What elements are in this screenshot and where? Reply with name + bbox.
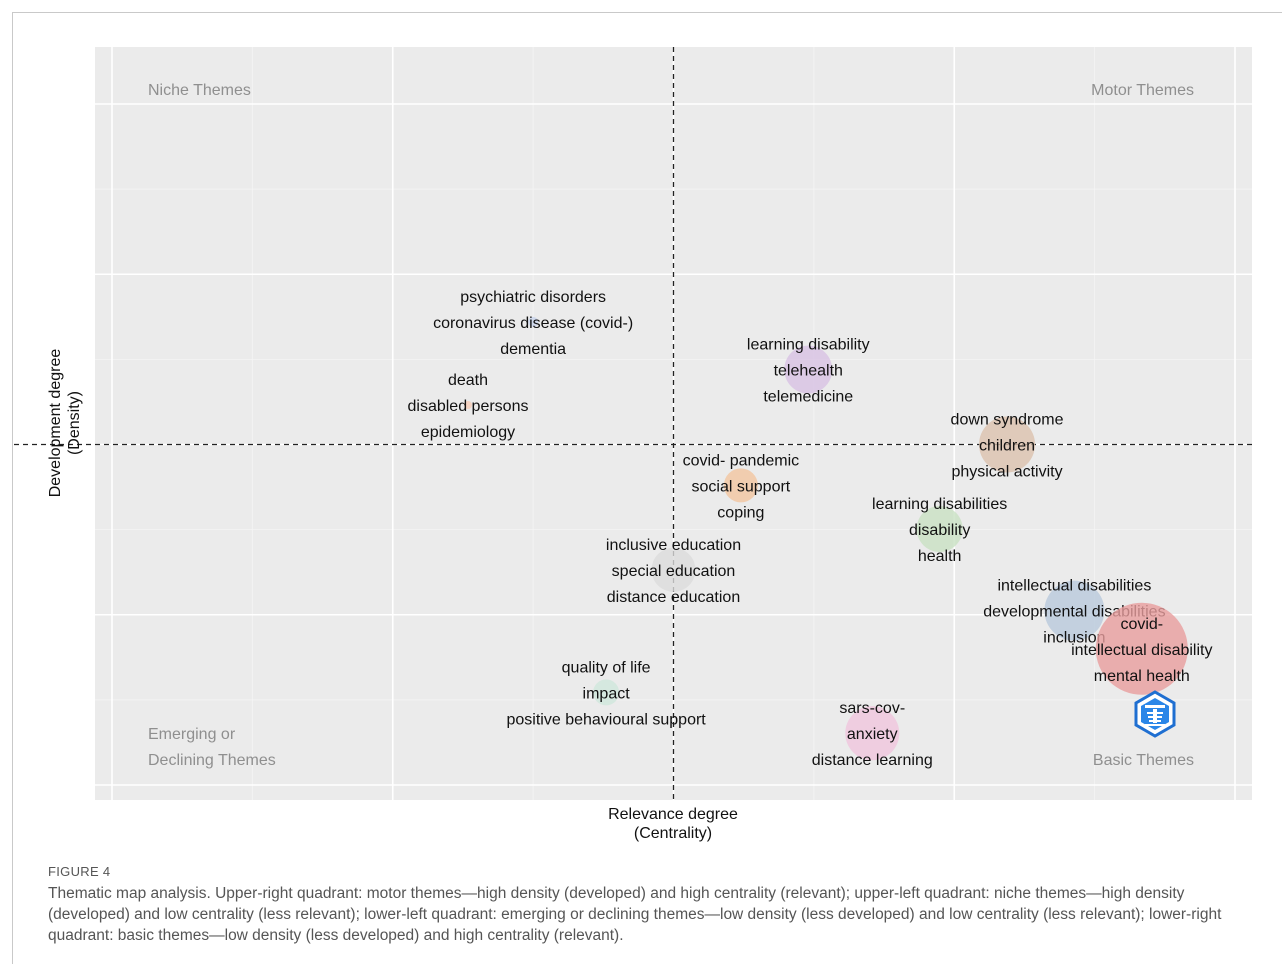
- cluster-bubble-10: [593, 679, 620, 706]
- quadrant-label-niche-themes: Niche Themes: [148, 82, 251, 99]
- quadrant-label-emerging-line2: Declining Themes: [148, 752, 276, 769]
- figure-caption: Thematic map analysis. Upper-right quadr…: [48, 885, 1222, 944]
- cluster-label-6-1: learning disabilities: [872, 496, 1007, 513]
- cluster-label-4-3: physical activity: [951, 464, 1062, 481]
- bibliometrix-logo-icon: [1134, 690, 1176, 738]
- cluster-label-2-1: death: [448, 372, 488, 389]
- cluster-label-9-1: covid-: [1120, 616, 1163, 633]
- cluster-label-1-3: dementia: [500, 341, 566, 358]
- cluster-label-7-3: distance education: [607, 589, 740, 606]
- figure-label: FIGURE 4: [48, 864, 111, 879]
- cluster-bubble-1: [528, 316, 539, 327]
- cluster-bubble-2: [463, 401, 472, 410]
- cluster-bubble-3: [784, 345, 833, 394]
- cluster-bubble-11: [845, 706, 900, 761]
- cluster-bubble-5: [723, 468, 758, 503]
- cluster-label-4-1: down syndrome: [951, 412, 1064, 429]
- cluster-label-10-2: impact: [583, 685, 631, 702]
- cluster-label-8-3: inclusion: [1043, 630, 1105, 647]
- cluster-label-10-3: positive behavioural support: [507, 711, 707, 728]
- quadrant-label-motor-themes: Motor Themes: [1091, 82, 1194, 99]
- cluster-label-4-2: children: [979, 438, 1035, 455]
- cluster-label-6-3: health: [918, 548, 962, 565]
- thematic-map-plot: Niche Themes Motor Themes Emerging or Decli…: [14, 47, 1252, 800]
- y-axis-label-line1: Development degree: [47, 348, 64, 498]
- cluster-label-1-2: coronavirus disease (covid-): [433, 315, 633, 332]
- cluster-label-3-1: learning disability: [747, 337, 870, 354]
- cluster-label-11-3: distance learning: [812, 752, 933, 769]
- cluster-label-1-1: psychiatric disorders: [460, 289, 606, 306]
- cluster-label-7-2: special education: [612, 563, 736, 580]
- y-axis-label: Development degree (Density): [46, 303, 84, 543]
- cluster-label-2-2: disabled persons: [408, 398, 529, 415]
- x-axis-label-line2: (Centrality): [633, 825, 713, 842]
- cluster-label-9-2: intellectual disability: [1071, 642, 1212, 659]
- cluster-label-5-3: coping: [717, 504, 764, 521]
- y-axis-label-line2: (Density): [66, 391, 83, 456]
- x-axis-label-line1: Relevance degree: [608, 806, 738, 823]
- cluster-label-7-1: inclusive education: [606, 537, 741, 554]
- quadrant-label-basic-themes: Basic Themes: [1093, 752, 1194, 769]
- cluster-bubble-8: [1044, 580, 1105, 641]
- cluster-label-5-1: covid- pandemic: [683, 452, 800, 469]
- figure-frame: [12, 12, 1282, 964]
- cluster-bubble-6: [916, 505, 963, 552]
- cluster-label-6-2: disability: [909, 522, 970, 539]
- quadrant-label-emerging-line1: Emerging or: [148, 726, 236, 743]
- cluster-label-10-1: quality of life: [562, 659, 651, 676]
- cluster-label-5-2: social support: [692, 478, 791, 495]
- cluster-label-3-2: telehealth: [774, 363, 843, 380]
- cluster-label-3-3: telemedicine: [763, 389, 853, 406]
- cluster-label-11-2: anxiety: [847, 726, 898, 743]
- cluster-bubble-7: [651, 547, 696, 592]
- cluster-bubble-4: [979, 416, 1036, 473]
- cluster-label-8-1: intellectual disabilities: [997, 578, 1151, 595]
- cluster-bubble-9: [1095, 602, 1188, 695]
- cluster-label-9-3: mental health: [1094, 668, 1190, 685]
- cluster-label-2-3: epidemiology: [421, 424, 515, 441]
- cluster-label-11-1: sars-cov-: [839, 700, 905, 717]
- x-axis-label: Relevance degree (Centrality): [560, 805, 786, 843]
